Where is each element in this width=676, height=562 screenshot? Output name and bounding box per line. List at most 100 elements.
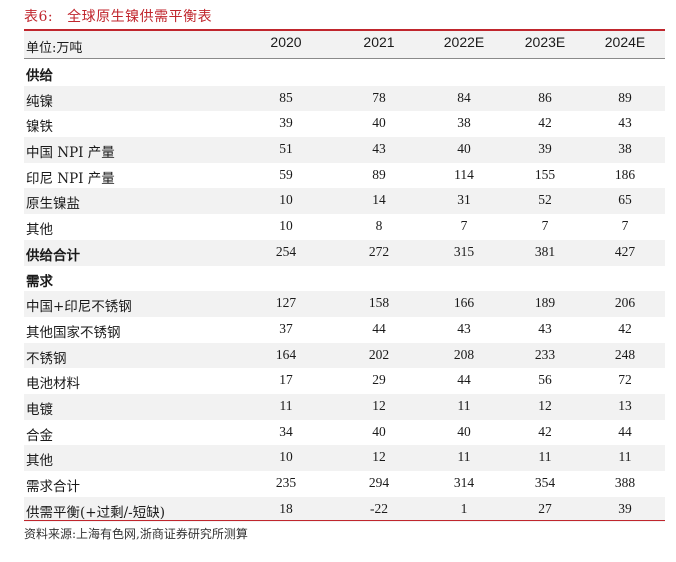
table-row: 合金 34 40 40 42 44	[24, 420, 665, 446]
value-cell: 86	[538, 89, 552, 105]
row-label: 供给合计	[26, 247, 80, 264]
value-cell: 14	[372, 192, 386, 208]
value-cell: 114	[454, 166, 474, 182]
data-table: 供给 纯镍 85 78 84 86 89 镍铁 39 40 38 42 43 中国 NPI 产量 51 43 4…	[24, 60, 665, 523]
source-note: 资料来源:上海有色网,浙商证券研究所测算	[24, 527, 248, 541]
table-row: 需求合计 235 294 314 354 388	[24, 471, 665, 497]
row-label: 其他	[26, 222, 53, 239]
row-label: 印尼 NPI 产量	[26, 170, 115, 187]
value-cell: 158	[368, 295, 390, 311]
table-row: 中国+印尼不锈钢 127 158 166 189 206	[24, 291, 665, 317]
table-row: 电池材料 17 29 44 56 72	[24, 368, 665, 394]
value-cell: 43	[618, 115, 632, 131]
value-cell: 42	[618, 320, 632, 336]
value-cell: 10	[279, 449, 293, 465]
year-header: 2020	[270, 34, 302, 50]
section-row: 供给	[24, 60, 665, 86]
value-cell: 427	[614, 243, 636, 259]
value-cell: 39	[538, 141, 552, 157]
year-header: 2021	[363, 34, 395, 50]
unit-label: 单位:万吨	[26, 41, 83, 56]
row-label: 不锈钢	[26, 350, 67, 367]
value-cell: 13	[618, 397, 632, 413]
value-cell: 18	[279, 500, 293, 516]
table-row: 其他 10 8 7 7 7	[24, 214, 665, 240]
value-cell: 127	[275, 295, 297, 311]
table-title-text: 全球原生镍供需平衡表	[67, 9, 213, 25]
value-cell: 38	[618, 141, 632, 157]
table-row: 纯镍 85 78 84 86 89	[24, 85, 665, 112]
value-cell: 189	[534, 295, 556, 311]
row-label: 原生镍盐	[26, 196, 80, 213]
value-cell: 294	[368, 475, 390, 490]
value-cell: 11	[457, 397, 471, 413]
table-row: 印尼 NPI 产量 59 89 114 155 186	[24, 163, 665, 189]
table-number: 表6:	[24, 9, 54, 25]
value-cell: 52	[538, 192, 552, 208]
row-label: 镍铁	[26, 119, 53, 136]
value-cell: 164	[275, 346, 297, 362]
value-cell: 72	[618, 372, 632, 388]
bottom-rule	[24, 520, 665, 521]
row-label: 合金	[26, 427, 53, 444]
value-cell: 44	[618, 423, 632, 439]
value-cell: 10	[279, 192, 293, 208]
value-cell: 12	[372, 397, 386, 413]
row-label: 纯镍	[26, 93, 53, 110]
table-row: 原生镍盐 10 14 31 52 65	[24, 188, 665, 215]
table-row: 电镀 11 12 11 12 13	[24, 393, 665, 420]
value-cell: 7	[541, 218, 549, 234]
value-cell: 43	[538, 320, 552, 336]
value-cell: 40	[457, 423, 471, 439]
value-cell: 7	[460, 218, 468, 234]
value-cell: 381	[534, 243, 556, 259]
table-row: 镍铁 39 40 38 42 43	[24, 111, 665, 137]
value-cell: 12	[538, 397, 552, 413]
value-cell: 315	[453, 243, 475, 259]
row-label: 中国+印尼不锈钢	[26, 299, 132, 316]
value-cell: 65	[618, 192, 632, 208]
section-row: 需求	[24, 266, 665, 292]
row-label: 电镀	[26, 401, 53, 418]
value-cell: 85	[279, 89, 293, 105]
value-cell: 42	[538, 423, 552, 439]
value-cell: 248	[614, 346, 636, 362]
value-cell: 7	[621, 218, 629, 234]
value-cell: 56	[538, 372, 552, 388]
year-header: 2023E	[524, 34, 566, 50]
value-cell: 37	[279, 320, 293, 336]
table-row: 中国 NPI 产量 51 43 40 39 38	[24, 137, 665, 163]
table-title: 表6: 全球原生镍供需平衡表	[24, 6, 212, 26]
value-cell: 43	[372, 141, 386, 157]
table-row: 其他 10 12 11 11 11	[24, 445, 665, 471]
value-cell: 42	[538, 115, 552, 131]
value-cell: 84	[457, 89, 471, 105]
row-label: 其他	[26, 453, 53, 470]
row-label: 需求合计	[26, 479, 80, 495]
table-row: 其他国家不锈钢 37 44 43 43 42	[24, 317, 665, 343]
value-cell: 51	[279, 141, 293, 157]
value-cell: 31	[457, 192, 471, 208]
value-cell: 11	[279, 397, 293, 413]
value-cell: 43	[457, 320, 471, 336]
value-cell: 155	[534, 166, 556, 182]
table-row: 供需平衡(+过剩/-短缺) 18 -22 1 27 39	[24, 496, 665, 523]
section-label: 需求	[26, 273, 53, 290]
value-cell: 38	[457, 115, 471, 131]
section-label: 供给	[26, 68, 53, 84]
value-cell: 34	[279, 423, 293, 439]
value-cell: 354	[534, 475, 556, 490]
year-header: 2024E	[604, 34, 646, 50]
value-cell: 202	[368, 346, 390, 362]
table-row: 不锈钢 164 202 208 233 248	[24, 342, 665, 369]
row-label: 其他国家不锈钢	[26, 324, 121, 341]
value-cell: 235	[275, 475, 297, 490]
value-cell: 44	[457, 372, 471, 388]
value-cell: 166	[453, 295, 475, 311]
value-cell: 59	[279, 166, 293, 182]
value-cell: 10	[279, 218, 293, 234]
value-cell: 39	[279, 115, 293, 131]
value-cell: 44	[372, 320, 386, 336]
value-cell: 17	[279, 372, 293, 388]
value-cell: 39	[618, 500, 632, 516]
